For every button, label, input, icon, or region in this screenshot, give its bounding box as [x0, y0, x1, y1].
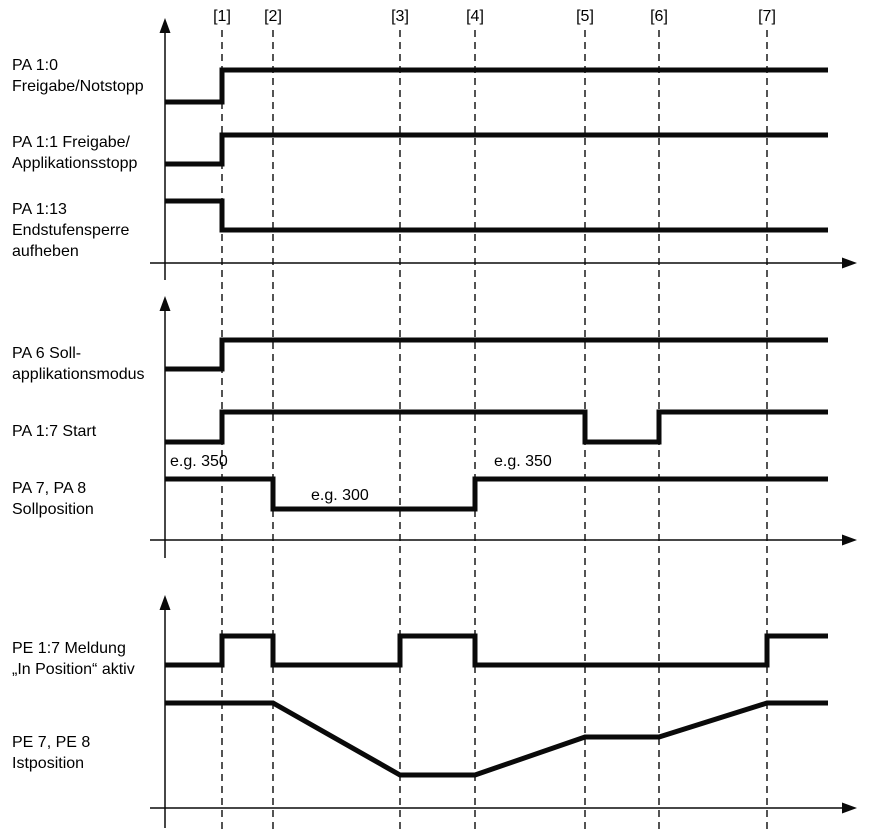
waveform-pa-1-1-freigabe-applikationsstopp [165, 132, 828, 167]
time-marker-label-2: [2] [264, 8, 282, 25]
signal-label-pa-1-7-start: PA 1:7 Start [12, 423, 97, 440]
waveform-pe-1-7-in-position [165, 633, 828, 668]
waveform-pe-7-pe-8-istposition [165, 700, 828, 778]
x-axis-arrow-icon-group-3 [842, 802, 857, 814]
waveform-pa-1-7-start [165, 409, 828, 445]
signal-label-pa-7-pa-8-sollposition: PA 7, PA 8 Sollposition [12, 480, 94, 518]
signal-label-pe-1-7-in-position-aktiv: PE 1:7 Meldung „In Position“ aktiv [12, 640, 135, 678]
value-annotation-1: e.g. 350 [170, 453, 228, 470]
signal-label-pe-7-pe-8-istposition: PE 7, PE 8 Istposition [12, 734, 91, 772]
signal-label-pa-1-0-freigabe-notstopp: PA 1:0 Freigabe/Notstopp [12, 57, 144, 95]
x-axis-arrow-icon-group-2 [842, 534, 857, 546]
waveform-pa-6-sollapplikationsmodus [165, 337, 828, 372]
time-marker-label-3: [3] [391, 8, 409, 25]
signal-label-pa-1-13-endstufensperre-aufheben: PA 1:13 Endstufensperre aufheben [12, 201, 130, 260]
time-marker-label-6: [6] [650, 8, 668, 25]
x-axis-arrow-icon-group-1 [842, 257, 857, 269]
y-axis-arrow-icon-group-1 [159, 18, 171, 33]
value-annotation-2: e.g. 300 [311, 487, 369, 504]
y-axis-arrow-icon-group-2 [159, 296, 171, 311]
time-marker-label-4: [4] [466, 8, 484, 25]
waveform-pa-7-pa-8-sollposition [165, 476, 828, 512]
waveform-pa-1-0-freigabe-notstopp [165, 67, 828, 105]
signal-label-pa-1-1-freigabe-applikationsstopp: PA 1:1 Freigabe/ Applikationsstopp [12, 134, 138, 172]
time-marker-label-1: [1] [213, 8, 231, 25]
value-annotation-3: e.g. 350 [494, 453, 552, 470]
waveform-pa-1-13-endstufensperre-aufheben [165, 198, 828, 233]
time-marker-label-5: [5] [576, 8, 594, 25]
signal-label-pa-6-sollapplikationsmodus: PA 6 Soll- applikationsmodus [12, 345, 145, 383]
y-axis-arrow-icon-group-3 [159, 595, 171, 610]
time-marker-label-7: [7] [758, 8, 776, 25]
